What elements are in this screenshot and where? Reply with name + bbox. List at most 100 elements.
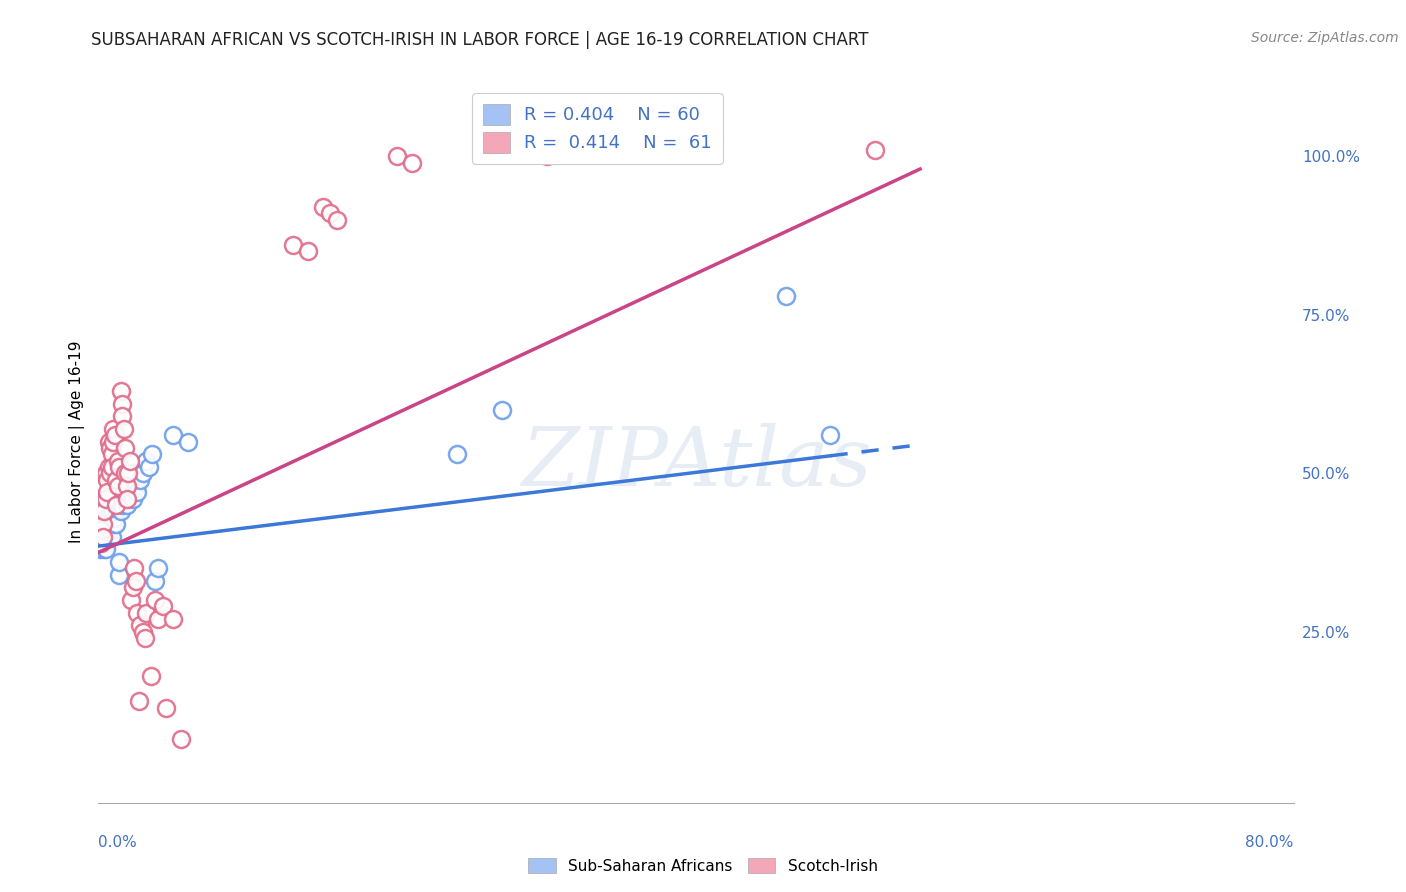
Point [120, 593, 142, 607]
Point [94, 510, 117, 524]
Point [93, 504, 115, 518]
Point [114, 441, 136, 455]
Point [93, 523, 115, 537]
Point [91, 516, 114, 531]
Point [148, 561, 170, 575]
Point [115, 479, 138, 493]
Point [97, 434, 120, 449]
Point [132, 467, 155, 481]
Point [385, 149, 409, 163]
Point [96, 523, 118, 537]
Point [143, 574, 166, 588]
Point [114, 467, 136, 481]
Point [91, 523, 114, 537]
Point [107, 479, 129, 493]
Point [105, 516, 128, 531]
Point [121, 491, 143, 506]
Point [114, 491, 136, 506]
Point [120, 473, 142, 487]
Point [111, 396, 134, 410]
Point [96, 485, 118, 500]
Point [97, 459, 120, 474]
Point [90, 530, 112, 544]
Point [107, 498, 129, 512]
Point [93, 516, 115, 531]
Point [108, 567, 131, 582]
Point [162, 612, 184, 626]
Point [97, 530, 120, 544]
Point [93, 479, 115, 493]
Point [865, 143, 887, 157]
Text: 80.0%: 80.0% [1246, 835, 1294, 850]
Point [177, 434, 200, 449]
Point [90, 536, 112, 550]
Point [94, 467, 117, 481]
Point [128, 694, 150, 708]
Point [162, 428, 184, 442]
Point [124, 467, 146, 481]
Point [104, 428, 127, 442]
Point [89, 542, 111, 557]
Point [132, 624, 155, 639]
Point [96, 473, 118, 487]
Point [91, 536, 114, 550]
Point [536, 149, 558, 163]
Point [121, 580, 143, 594]
Point [96, 516, 118, 531]
Point [93, 542, 115, 557]
Point [152, 599, 174, 614]
Point [127, 606, 149, 620]
Point [91, 516, 114, 531]
Point [96, 530, 118, 544]
Point [90, 536, 112, 550]
Point [108, 459, 131, 474]
Point [110, 384, 132, 398]
Point [139, 669, 162, 683]
Point [118, 453, 141, 467]
Point [94, 491, 117, 506]
Point [125, 574, 148, 588]
Point [127, 485, 149, 500]
Point [124, 561, 146, 575]
Point [134, 631, 156, 645]
Point [101, 459, 124, 474]
Point [101, 530, 124, 544]
Point [90, 523, 112, 537]
Point [118, 485, 141, 500]
Point [820, 428, 842, 442]
Point [112, 485, 135, 500]
Point [110, 491, 132, 506]
Point [90, 523, 112, 537]
Point [155, 700, 177, 714]
Point [104, 510, 127, 524]
Point [111, 409, 134, 424]
Point [117, 479, 139, 493]
Point [105, 473, 128, 487]
Point [103, 422, 125, 436]
Text: 0.0%: 0.0% [98, 835, 138, 850]
Point [91, 530, 114, 544]
Point [103, 504, 125, 518]
Point [446, 447, 468, 461]
Point [98, 516, 122, 531]
Point [98, 523, 122, 537]
Point [135, 606, 157, 620]
Point [103, 516, 125, 531]
Text: SUBSAHARAN AFRICAN VS SCOTCH-IRISH IN LABOR FORCE | AGE 16-19 CORRELATION CHART: SUBSAHARAN AFRICAN VS SCOTCH-IRISH IN LA… [91, 31, 869, 49]
Point [89, 530, 111, 544]
Point [281, 238, 304, 252]
Point [148, 612, 170, 626]
Point [105, 504, 128, 518]
Point [94, 542, 117, 557]
Point [103, 434, 125, 449]
Point [101, 510, 124, 524]
Point [107, 453, 129, 467]
Point [169, 732, 191, 747]
Point [129, 618, 152, 632]
Point [319, 206, 342, 220]
Point [326, 212, 349, 227]
Point [311, 200, 333, 214]
Point [98, 467, 122, 481]
Point [94, 536, 117, 550]
Point [141, 447, 163, 461]
